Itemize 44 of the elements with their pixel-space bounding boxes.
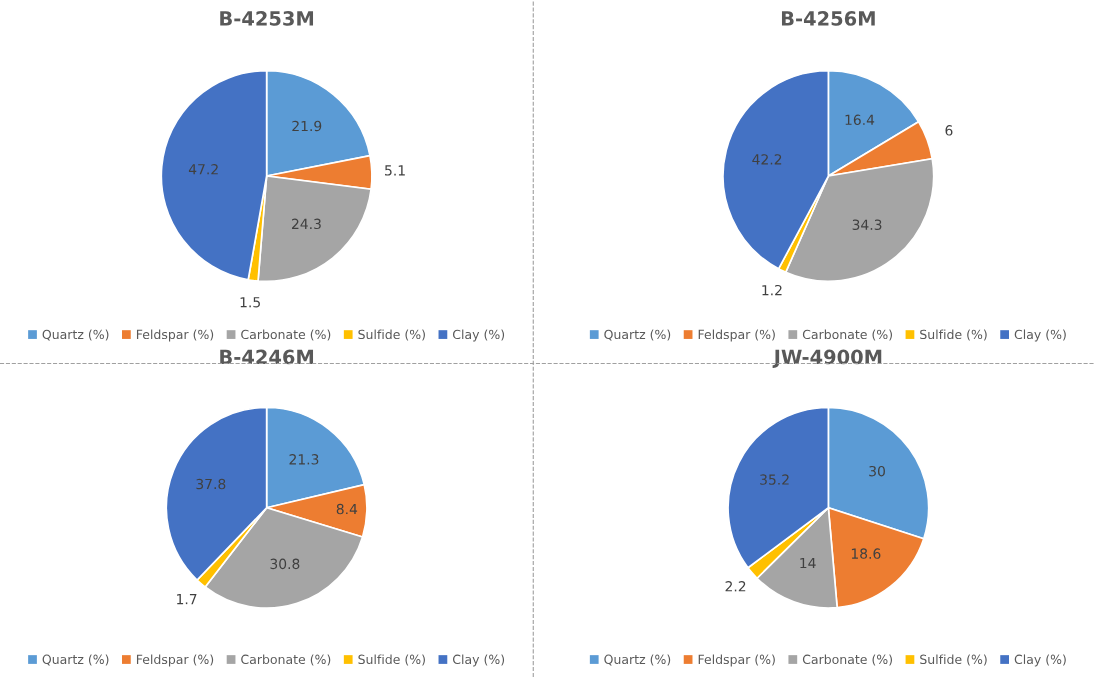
- data-label: 2.2: [725, 581, 746, 592]
- legend-label: Sulfide (%): [358, 654, 425, 666]
- data-label: 37.8: [196, 478, 226, 490]
- data-label: 5.1: [385, 165, 405, 176]
- legend-label: Clay (%): [1014, 329, 1066, 342]
- legend-label: Carbonate (%): [241, 329, 331, 341]
- data-label: 14: [800, 557, 816, 569]
- data-label: 21.9: [292, 120, 322, 132]
- data-label: 34.3: [852, 219, 882, 230]
- data-label: 30: [869, 465, 885, 477]
- legend-label: Clay (%): [452, 654, 505, 667]
- legend-label: Sulfide (%): [920, 329, 987, 341]
- data-label: 1.2: [762, 284, 782, 296]
- data-label: 6: [945, 125, 953, 136]
- legend-label: Clay (%): [452, 329, 505, 342]
- legend-label: Clay (%): [1014, 654, 1066, 667]
- chart-title: JW-4900M: [772, 349, 882, 368]
- legend-label: Quartz (%): [42, 654, 109, 666]
- legend-label: Feldspar (%): [698, 329, 775, 342]
- chart-title: B-4253M: [220, 11, 314, 26]
- chart-title: B-4256M: [781, 11, 875, 26]
- data-label: 1.5: [240, 297, 260, 308]
- legend-label: Carbonate (%): [241, 654, 331, 666]
- legend-label: Quartz (%): [604, 329, 671, 341]
- data-label: 18.6: [851, 548, 881, 559]
- legend-label: Feldspar (%): [698, 654, 775, 667]
- chart-title: B-4246M: [220, 349, 314, 365]
- legend-label: Quartz (%): [42, 329, 109, 341]
- data-label: 30.8: [270, 558, 300, 570]
- legend-label: Quartz (%): [604, 654, 671, 666]
- data-label: 21.3: [289, 454, 319, 465]
- data-label: 16.4: [845, 114, 875, 126]
- legend-label: Feldspar (%): [136, 329, 214, 342]
- data-label: 1.7: [177, 594, 197, 605]
- data-label: 35.2: [760, 474, 789, 485]
- data-label: 42.2: [752, 154, 782, 165]
- data-label: 47.2: [188, 163, 218, 175]
- data-label: 8.4: [336, 503, 358, 515]
- legend-label: Sulfide (%): [920, 654, 987, 666]
- legend-label: Sulfide (%): [358, 329, 425, 341]
- legend-label: Carbonate (%): [802, 654, 892, 666]
- legend-label: Carbonate (%): [802, 329, 892, 341]
- data-label: 24.3: [292, 218, 321, 230]
- legend-label: Feldspar (%): [136, 654, 214, 667]
